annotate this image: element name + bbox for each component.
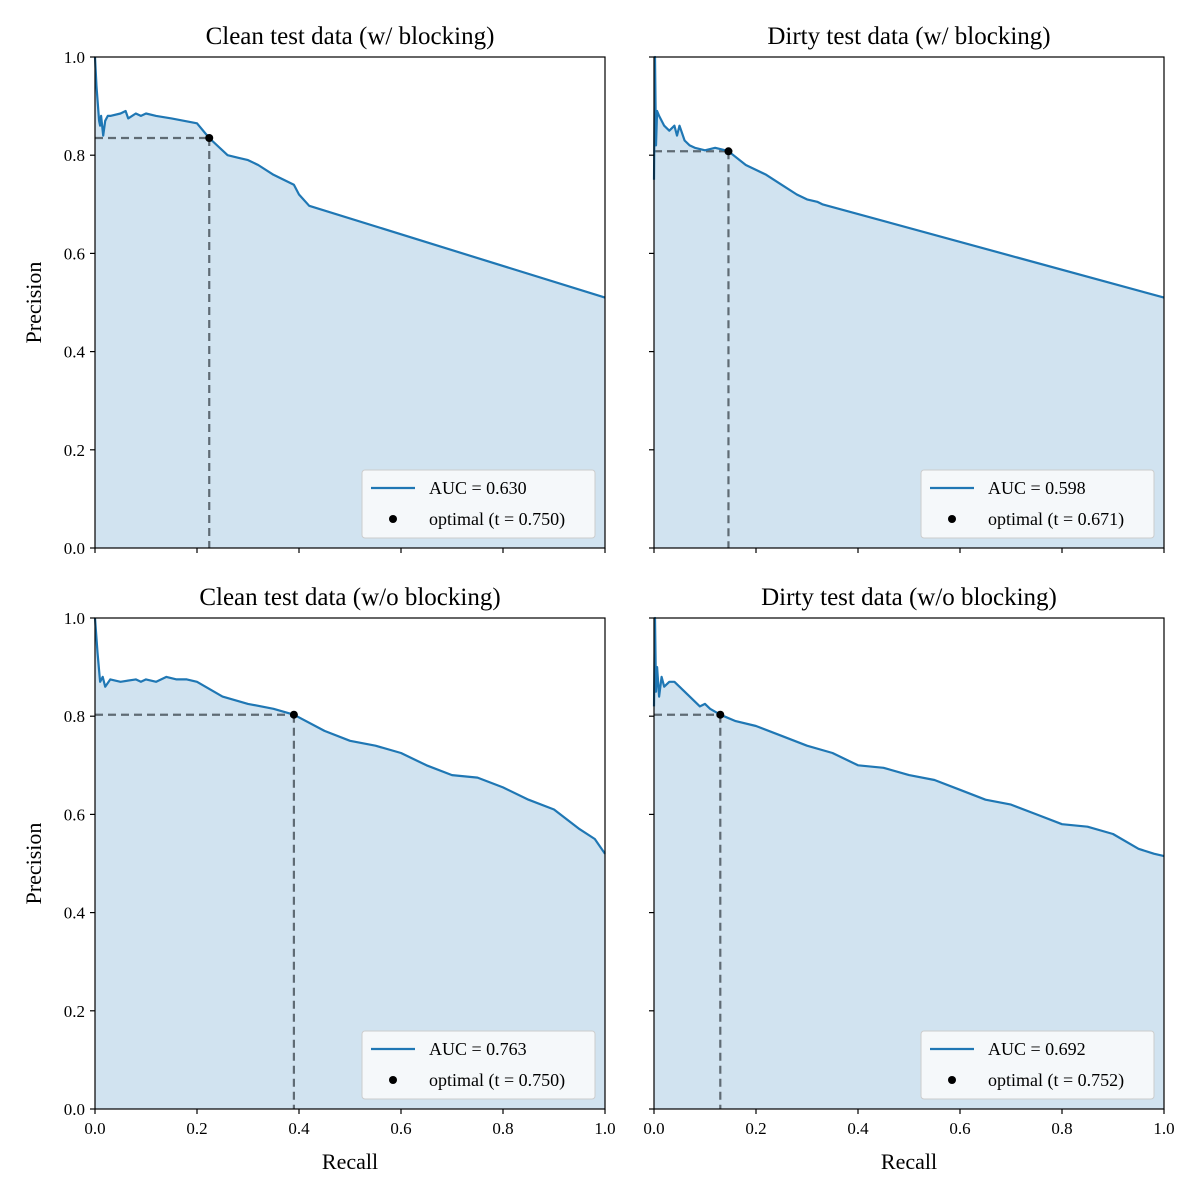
legend-auc-label: AUC = 0.692	[988, 1039, 1086, 1059]
x-tick-label: 0.4	[847, 1119, 869, 1138]
legend: AUC = 0.692 optimal (t = 0.752)	[920, 1030, 1155, 1100]
y-tick-label: 0.0	[64, 539, 85, 558]
y-tick-label: 1.0	[64, 48, 85, 67]
legend-auc-label: AUC = 0.630	[429, 478, 527, 498]
pr-area-fill	[95, 57, 605, 548]
axes-frame	[94, 56, 606, 549]
x-tick-label: 0.0	[84, 1119, 105, 1138]
legend: AUC = 0.598 optimal (t = 0.671)	[920, 469, 1155, 539]
legend-box	[920, 1030, 1155, 1100]
x-axis-label: Recall	[322, 1149, 378, 1174]
legend-box	[361, 469, 596, 539]
legend: AUC = 0.763 optimal (t = 0.750)	[361, 1030, 596, 1100]
y-tick-label: 0.4	[64, 343, 86, 362]
legend-optimal-label: optimal (t = 0.671)	[988, 509, 1124, 530]
y-axis-label: Precision	[21, 262, 46, 344]
panel-title: Dirty test data (w/o blocking)	[761, 584, 1057, 611]
x-tick-label: 0.0	[643, 1119, 664, 1138]
pr-curve-line	[93, 617, 606, 855]
legend-auc-label: AUC = 0.763	[429, 1039, 527, 1059]
y-tick-label: 1.0	[64, 609, 85, 628]
x-tick-label: 0.2	[745, 1119, 766, 1138]
y-tick-label: 0.4	[64, 904, 86, 923]
y-tick-label: 0.0	[64, 1100, 85, 1119]
panel-title: Clean test data (w/ blocking)	[206, 23, 495, 50]
y-axis-label: Precision	[21, 823, 46, 905]
legend-marker-swatch	[389, 1076, 397, 1084]
optimal-point-marker	[289, 710, 298, 719]
axes-frame	[653, 56, 1165, 549]
pr-curve-line	[652, 55, 1165, 299]
pr-curve-line	[652, 616, 1165, 858]
legend-auc-label: AUC = 0.598	[988, 478, 1086, 498]
y-tick-label: 0.6	[64, 244, 85, 263]
panel-4: 0.0 0.2 0.4 0.6 0.8 1.0 Dirty test data (w/o b…	[643, 584, 1174, 1174]
y-tick-label: 0.6	[64, 805, 85, 824]
panel-2: Dirty test data (w/ blocking) AUC = 0.598…	[649, 23, 1165, 553]
legend-marker-swatch	[948, 1076, 956, 1084]
legend-marker-swatch	[389, 515, 397, 523]
x-tick-label: 0.8	[1051, 1119, 1072, 1138]
y-tick-label: 0.8	[64, 146, 85, 165]
pr-area-fill	[654, 618, 1164, 1109]
x-tick-label: 0.2	[186, 1119, 207, 1138]
pr-area-fill	[95, 618, 605, 1109]
pr-area-fill	[654, 57, 1164, 548]
legend-optimal-label: optimal (t = 0.750)	[429, 1070, 565, 1091]
x-tick-label: 0.4	[288, 1119, 310, 1138]
x-tick-label: 1.0	[1153, 1119, 1174, 1138]
panel-3: 0.0 0.2 0.4 0.6 0.8 1.0 0.0 0.2 0.4 0.6 0.8 1.0 Clea…	[21, 584, 616, 1174]
legend-box	[361, 1030, 596, 1100]
legend-box	[920, 469, 1155, 539]
x-tick-label: 0.6	[949, 1119, 970, 1138]
panel-title: Clean test data (w/o blocking)	[199, 584, 500, 611]
x-tick-label: 1.0	[594, 1119, 615, 1138]
y-tick-label: 0.2	[64, 1002, 85, 1021]
axes-frame	[653, 617, 1165, 1110]
panel-1: 0.0 0.2 0.4 0.6 0.8 1.0 Clean test data (w/ bl…	[21, 23, 606, 558]
y-tick-label: 0.8	[64, 707, 85, 726]
x-tick-label: 0.8	[492, 1119, 513, 1138]
legend-marker-swatch	[948, 515, 956, 523]
x-tick-label: 0.6	[390, 1119, 411, 1138]
axes-frame	[94, 617, 606, 1110]
legend-optimal-label: optimal (t = 0.752)	[988, 1070, 1124, 1091]
optimal-point-marker	[716, 710, 725, 719]
pr-curve-line	[93, 56, 606, 299]
y-tick-label: 0.2	[64, 441, 85, 460]
optimal-point-marker	[205, 134, 214, 143]
panel-title: Dirty test data (w/ blocking)	[767, 23, 1050, 50]
x-axis-label: Recall	[881, 1149, 937, 1174]
legend: AUC = 0.630 optimal (t = 0.750)	[361, 469, 596, 539]
legend-optimal-label: optimal (t = 0.750)	[429, 509, 565, 530]
optimal-point-marker	[724, 147, 733, 156]
